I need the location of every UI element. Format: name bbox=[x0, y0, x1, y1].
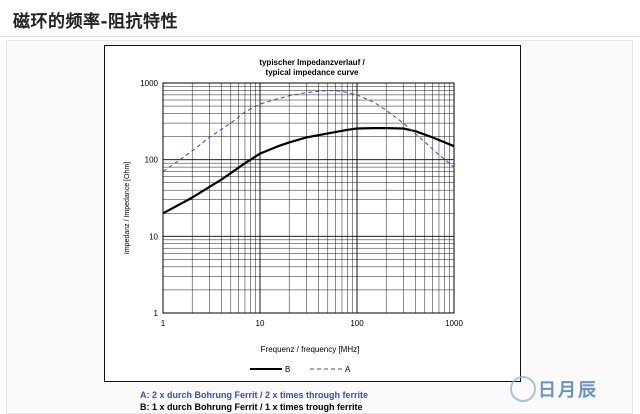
x-tick-label: 100 bbox=[350, 319, 364, 328]
x-tick-label: 1000 bbox=[445, 319, 463, 328]
y-axis-label: Impedanz / Impedance [Ohm] bbox=[124, 162, 131, 254]
legend-label-b: B bbox=[285, 365, 290, 374]
tick-labels: 1 10 100 1000 1 10 100 1000 bbox=[140, 79, 463, 328]
y-tick-label: 1000 bbox=[140, 79, 158, 88]
caption-series-b: B: 1 x durch Bohrung Ferrit / 1 x times … bbox=[140, 402, 363, 412]
chart-title-line2: typical impedance curve bbox=[266, 68, 359, 77]
y-tick-label: 10 bbox=[149, 232, 158, 241]
x-tick-label: 10 bbox=[256, 319, 265, 328]
wechat-logo-icon bbox=[510, 376, 536, 402]
impedance-chart: typischer Impedanzverlauf / typical impe… bbox=[124, 58, 463, 374]
page-title: 磁环的频率-阻抗特性 bbox=[13, 12, 179, 32]
plot-border bbox=[162, 82, 455, 314]
y-tick-label: 100 bbox=[145, 156, 159, 165]
grid bbox=[162, 82, 455, 314]
series-line-b bbox=[162, 126, 455, 215]
x-axis-label: Frequenz / frequency [MHz] bbox=[261, 345, 360, 354]
series bbox=[162, 89, 455, 215]
caption-series-a: A: 2 x durch Bohrung Ferrit / 2 x times … bbox=[140, 390, 369, 400]
series-line-a bbox=[162, 89, 455, 172]
watermark: 日月辰 bbox=[500, 368, 640, 408]
page-header: 磁环的频率-阻抗特性 bbox=[0, 0, 640, 37]
y-tick-label: 1 bbox=[154, 309, 159, 318]
x-tick-label: 1 bbox=[161, 319, 166, 328]
chart-box: typischer Impedanzverlauf / typical impe… bbox=[104, 45, 521, 382]
chart-title-line1: typischer Impedanzverlauf / bbox=[259, 58, 365, 67]
watermark-text: 日月辰 bbox=[538, 380, 598, 401]
legend-label-a: A bbox=[345, 365, 351, 374]
